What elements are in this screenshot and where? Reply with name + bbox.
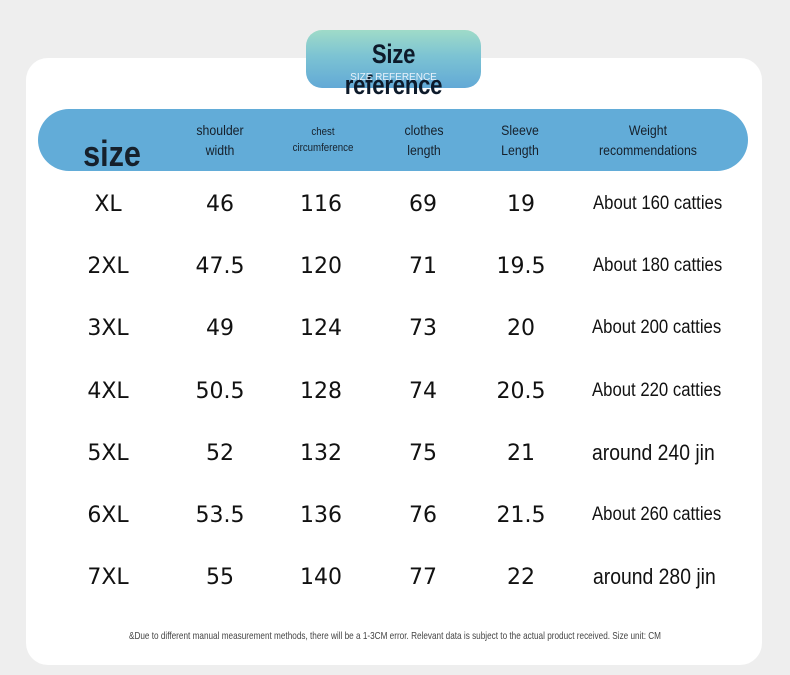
header-clothes-length: clothes length xyxy=(404,122,444,158)
cell-sleeve: 22 xyxy=(507,564,535,590)
cell-sleeve: 20 xyxy=(507,315,535,341)
cell-chest: 140 xyxy=(300,564,342,590)
cell-length: 69 xyxy=(409,191,437,217)
cell-length: 73 xyxy=(409,315,437,341)
cell-length: 75 xyxy=(409,440,437,466)
cell-shoulder: 50.5 xyxy=(195,378,245,404)
cell-chest: 128 xyxy=(300,378,342,404)
cell-size: 7XL xyxy=(87,564,129,590)
cell-sleeve: 19 xyxy=(507,191,535,217)
cell-weight: around 280 jin xyxy=(593,564,716,589)
table-row: 4XL 50.5 128 74 20.5 About 220 catties xyxy=(38,371,748,411)
cell-weight: About 220 catties xyxy=(592,380,722,401)
table-header: size shoulder width chest circumference … xyxy=(38,109,748,172)
badge-title: Size reference xyxy=(344,39,443,100)
cell-chest: 124 xyxy=(300,315,342,341)
cell-shoulder: 52 xyxy=(206,440,234,466)
measurement-footnote: &Due to different manual measurement met… xyxy=(128,630,662,642)
cell-size: 6XL xyxy=(87,502,129,528)
cell-sleeve: 21 xyxy=(507,440,535,466)
cell-chest: 132 xyxy=(300,440,342,466)
badge-subtitle: SIZE REFERENCE xyxy=(350,72,437,83)
header-shoulder-width: shoulder width xyxy=(196,122,244,158)
cell-length: 74 xyxy=(409,378,437,404)
title-badge: Size reference SIZE REFERENCE xyxy=(306,30,481,100)
table-row: 3XL 49 124 73 20 About 200 catties xyxy=(38,308,748,348)
header-sleeve-length: Sleeve Length xyxy=(501,122,539,158)
header-weight-recommendations: Weight recommendations xyxy=(599,122,697,158)
header-size: size xyxy=(83,133,141,174)
cell-chest: 120 xyxy=(300,253,342,279)
cell-length: 76 xyxy=(409,502,437,528)
cell-shoulder: 55 xyxy=(206,564,234,590)
cell-weight: About 180 catties xyxy=(593,255,723,276)
cell-weight: About 200 catties xyxy=(592,317,722,338)
cell-size: 3XL xyxy=(87,315,129,341)
cell-sleeve: 20.5 xyxy=(496,378,546,404)
table-row: XL 46 116 69 19 About 160 catties xyxy=(38,184,748,224)
cell-shoulder: 47.5 xyxy=(195,253,245,279)
table-row: 7XL 55 140 77 22 around 280 jin xyxy=(38,557,748,597)
table-row: 6XL 53.5 136 76 21.5 About 260 catties xyxy=(38,495,748,535)
cell-weight: About 160 catties xyxy=(593,193,723,214)
table-row: 5XL 52 132 75 21 around 240 jin xyxy=(38,433,748,473)
cell-size: 5XL xyxy=(87,440,129,466)
cell-chest: 136 xyxy=(300,502,342,528)
cell-sleeve: 21.5 xyxy=(496,502,546,528)
cell-shoulder: 46 xyxy=(206,191,234,217)
cell-size: 4XL xyxy=(87,378,129,404)
cell-chest: 116 xyxy=(300,191,342,217)
cell-shoulder: 49 xyxy=(206,315,234,341)
header-chest-circumference: chest circumference xyxy=(292,126,354,154)
cell-sleeve: 19.5 xyxy=(496,253,546,279)
cell-size: 2XL xyxy=(87,253,129,279)
table-row: 2XL 47.5 120 71 19.5 About 180 catties xyxy=(38,246,748,286)
cell-length: 77 xyxy=(409,564,437,590)
cell-weight: around 240 jin xyxy=(592,440,715,465)
cell-shoulder: 53.5 xyxy=(195,502,245,528)
cell-weight: About 260 catties xyxy=(592,504,722,525)
cell-length: 71 xyxy=(409,253,437,279)
cell-size: XL xyxy=(94,191,122,217)
